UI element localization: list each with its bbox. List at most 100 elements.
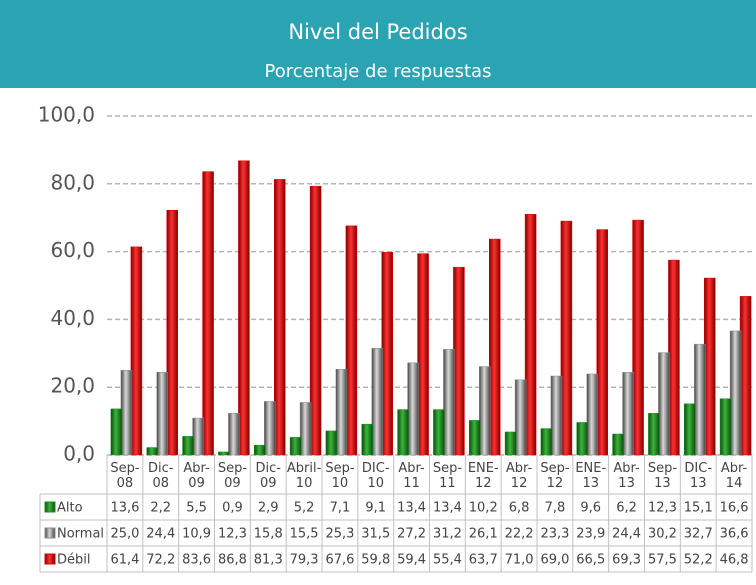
bar bbox=[622, 372, 634, 456]
table-cell: 13,4 bbox=[397, 501, 426, 516]
bar bbox=[694, 343, 706, 456]
table-cell: 22,2 bbox=[505, 527, 534, 542]
table-cell: 66,5 bbox=[576, 553, 605, 568]
x-tick-label: Abr-13 bbox=[613, 461, 640, 491]
table-cell: 9,6 bbox=[580, 501, 601, 516]
x-tick-label: Dic-08 bbox=[148, 461, 174, 491]
x-tick-label-box: Sep-12 bbox=[540, 461, 570, 491]
table-cell: 23,9 bbox=[576, 527, 605, 542]
table-cell: 25,0 bbox=[110, 527, 139, 542]
bar bbox=[550, 375, 563, 456]
table-cell: 81,3 bbox=[254, 553, 283, 568]
bar bbox=[407, 362, 419, 456]
table-cell: 31,2 bbox=[433, 527, 462, 542]
x-tick-label: Sep-13 bbox=[647, 461, 678, 491]
bar bbox=[274, 179, 286, 456]
bar bbox=[238, 160, 250, 456]
bar bbox=[397, 409, 409, 456]
x-tick-label-box: Dic-08 bbox=[148, 461, 174, 491]
table-cell: 6,2 bbox=[616, 501, 637, 516]
table-cell: 69,3 bbox=[612, 553, 641, 568]
table-cell: 15,1 bbox=[684, 501, 713, 516]
bar bbox=[560, 220, 573, 456]
table-cell: 5,5 bbox=[186, 501, 207, 516]
table-cell: 27,2 bbox=[397, 527, 426, 542]
bar bbox=[504, 431, 517, 456]
y-tick-label: 0,0 bbox=[63, 442, 95, 466]
table-cell: 13,4 bbox=[433, 501, 462, 516]
bar bbox=[658, 352, 670, 456]
bar bbox=[433, 409, 445, 456]
x-tick-label-box: Sep-11 bbox=[433, 461, 462, 491]
y-tick-label: 100,0 bbox=[38, 103, 95, 127]
table-cell: 9,1 bbox=[365, 501, 386, 516]
x-tick-label-box: Abr-12 bbox=[505, 461, 533, 491]
table-cell: 59,8 bbox=[361, 553, 390, 568]
x-tick-label: ENE-13 bbox=[575, 461, 607, 491]
bar bbox=[443, 348, 455, 456]
x-tick-label-box: Dic-09 bbox=[255, 461, 281, 491]
x-tick-label: Sep-12 bbox=[540, 461, 570, 491]
table-cell: 86,8 bbox=[218, 553, 247, 568]
table-cell: 15,5 bbox=[290, 527, 319, 542]
bar bbox=[192, 417, 204, 456]
y-tick-label: 60,0 bbox=[50, 238, 95, 262]
bar bbox=[182, 436, 194, 456]
bar bbox=[704, 277, 716, 456]
x-tick-label: Abr-14 bbox=[720, 461, 748, 491]
bar bbox=[166, 209, 178, 456]
legend-key bbox=[44, 501, 56, 513]
x-tick-label: Abr-12 bbox=[505, 461, 533, 491]
table-cell: 55,4 bbox=[433, 553, 462, 568]
bar bbox=[110, 408, 123, 456]
bar bbox=[120, 370, 133, 456]
x-tick-label: Abr-09 bbox=[183, 461, 210, 491]
bar bbox=[371, 347, 383, 456]
bar bbox=[289, 437, 302, 456]
bar bbox=[228, 413, 240, 456]
x-tick-label: Sep-09 bbox=[217, 461, 248, 491]
x-tick-label-box: Sep-09 bbox=[217, 461, 248, 491]
table-cell: 67,6 bbox=[325, 553, 354, 568]
table-cell: 31,5 bbox=[361, 527, 390, 542]
table-cell: 2,9 bbox=[258, 501, 279, 516]
x-tick-label-box: Abr-13 bbox=[613, 461, 640, 491]
legend-key bbox=[44, 527, 56, 539]
table-cell: 79,3 bbox=[290, 553, 319, 568]
bar bbox=[719, 398, 732, 456]
table-cell: 6,8 bbox=[509, 501, 530, 516]
table-cell: 46,8 bbox=[720, 553, 749, 568]
bar bbox=[361, 423, 373, 456]
bar bbox=[309, 185, 322, 456]
x-tick-label-box: ENE-12 bbox=[468, 461, 499, 491]
bar bbox=[684, 403, 696, 456]
table-cell: 59,4 bbox=[397, 553, 426, 568]
table-cell: 23,3 bbox=[540, 527, 569, 542]
bar bbox=[130, 246, 143, 456]
bar bbox=[345, 225, 358, 456]
chart-title: Nivel del Pedidos bbox=[288, 20, 467, 44]
table-cell: 24,4 bbox=[146, 527, 175, 542]
table-cell: 7,1 bbox=[330, 501, 351, 516]
x-tick-label-box: Sep-13 bbox=[647, 461, 678, 491]
table-cell: 30,2 bbox=[648, 527, 677, 542]
bar bbox=[156, 372, 168, 456]
x-tick-label: DIC-13 bbox=[684, 461, 713, 491]
bar bbox=[335, 368, 348, 456]
table-cell: 5,2 bbox=[294, 501, 315, 516]
table-cell: 10,9 bbox=[182, 527, 211, 542]
bar bbox=[524, 214, 537, 456]
bar bbox=[739, 296, 752, 456]
x-tick-label-box: Abr-14 bbox=[720, 461, 748, 491]
table-cell: 16,6 bbox=[720, 501, 749, 516]
table-cell: 0,9 bbox=[222, 501, 243, 516]
table-cell: 63,7 bbox=[469, 553, 498, 568]
table-cell: 83,6 bbox=[182, 553, 211, 568]
table-cell: 2,2 bbox=[150, 501, 171, 516]
bar bbox=[586, 373, 598, 456]
x-tick-label: Dic-09 bbox=[255, 461, 281, 491]
y-tick-label: 80,0 bbox=[50, 170, 95, 194]
bar bbox=[648, 413, 660, 456]
bar bbox=[612, 433, 624, 456]
